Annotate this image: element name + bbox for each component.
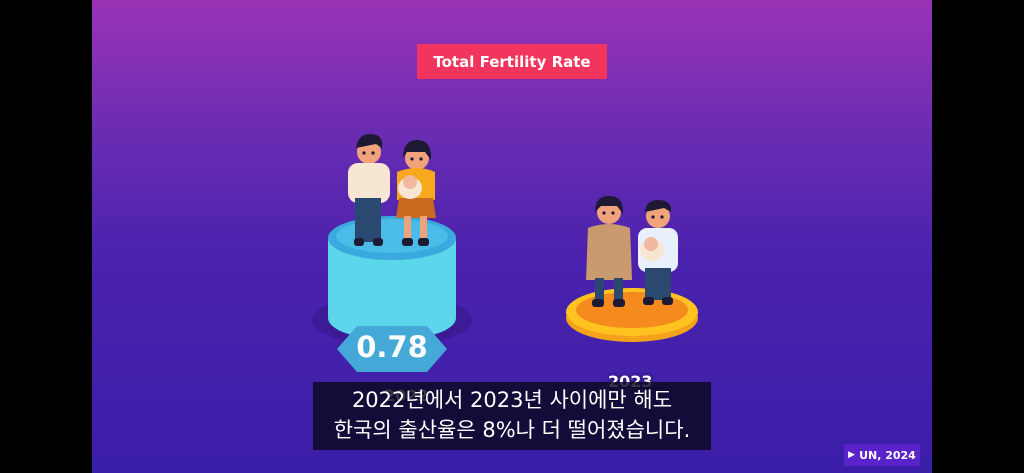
caption-line-2: 한국의 출산율은 8%나 더 떨어졌습니다. (333, 418, 691, 442)
source-badge: ▶ UN, 2024 (844, 444, 920, 466)
fertility-value-2022: 0.78 (356, 330, 428, 364)
cylinder-2022 (328, 216, 456, 340)
chart-title: Total Fertility Rate (417, 44, 607, 79)
caption-box: 2022년에서 2023년 사이에만 해도 한국의 출산율은 8%나 더 떨어졌… (313, 382, 711, 450)
family-left (348, 134, 436, 246)
caption-line-1: 2022년에서 2023년 사이에만 해도 (351, 388, 673, 412)
video-frame[interactable]: Total Fertility Rate (92, 0, 932, 473)
coin-2023 (566, 288, 698, 342)
family-right (586, 196, 678, 307)
source-label: UN, 2024 (859, 448, 916, 462)
play-icon: ▶ (848, 450, 856, 460)
illustration (312, 134, 698, 372)
value-hexagon (337, 326, 447, 372)
